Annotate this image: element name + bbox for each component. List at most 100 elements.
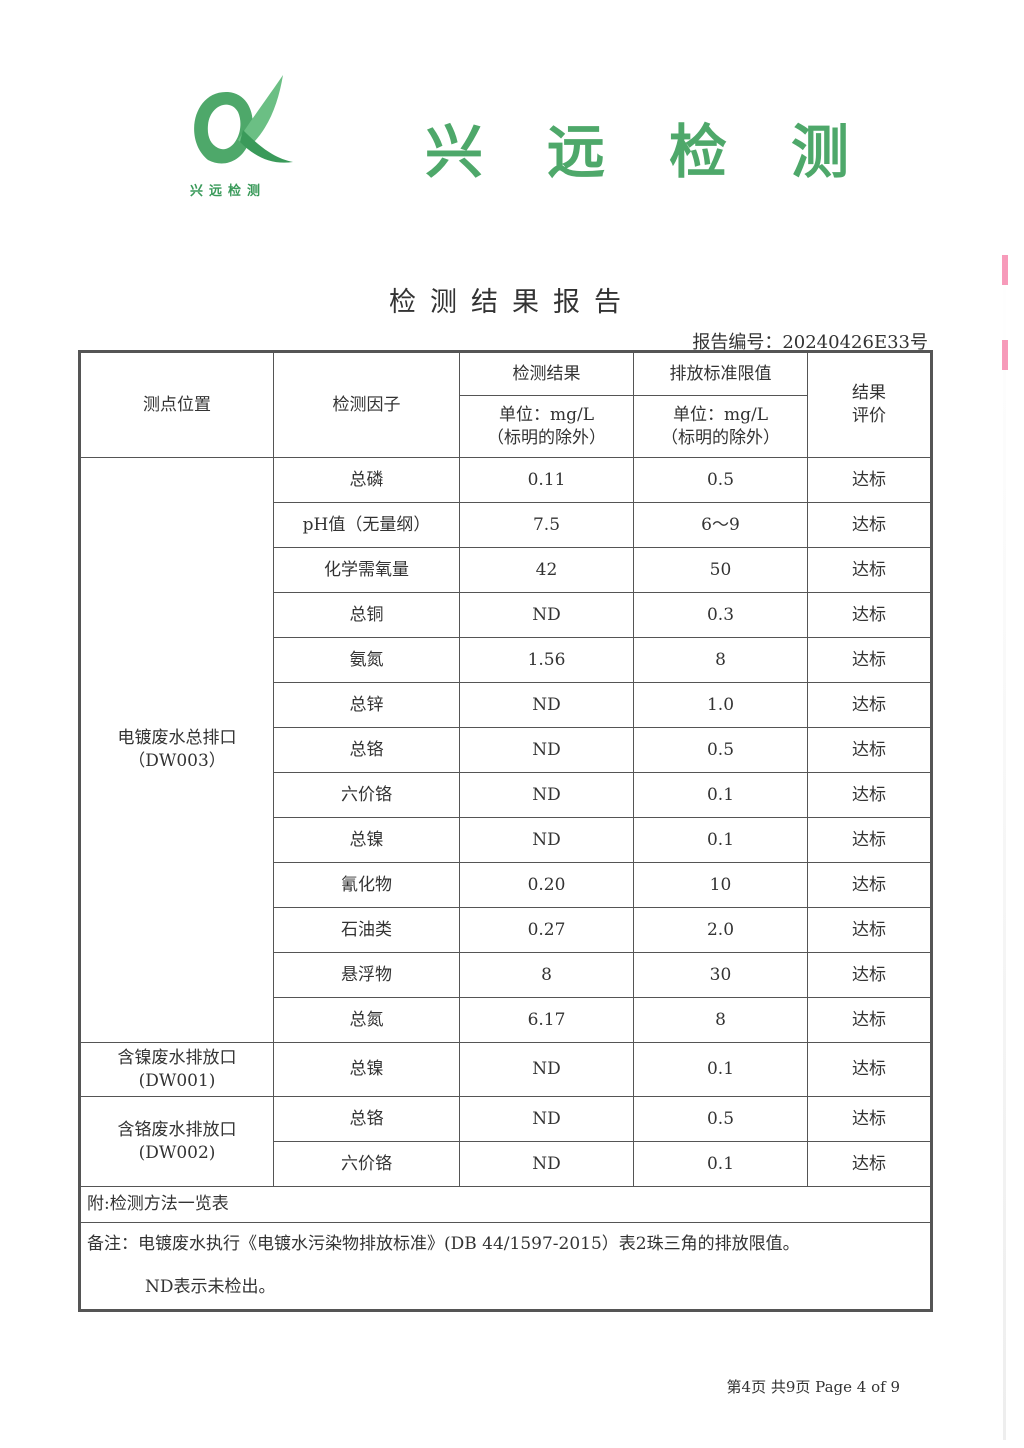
result-unit: 单位：mg/L	[498, 404, 595, 425]
header-factor: 检测因子	[273, 351, 460, 458]
table-row: 总锌 ND 1.0 达标	[80, 682, 932, 728]
factor-cell: 总锌	[273, 682, 460, 728]
limit-cell: 8	[633, 997, 808, 1043]
eval-cell: 达标	[807, 682, 932, 728]
table-row: 六价铬 ND 0.1 达标	[80, 1141, 932, 1187]
location-name: 含铬废水排放口	[117, 1119, 237, 1140]
company-logo	[188, 70, 298, 200]
limit-cell: 8	[633, 637, 808, 683]
table-row: 化学需氧量 42 50 达标	[80, 547, 932, 593]
header-result-unit: 单位：mg/L （标明的除外）	[459, 395, 634, 458]
location-code: (DW002)	[138, 1142, 216, 1163]
eval-cell: 达标	[807, 1042, 932, 1097]
table-row: 含铬废水排放口 (DW002) 总铬 ND 0.5 达标	[79, 1096, 932, 1187]
seal-edge-mark	[1002, 340, 1008, 370]
remark-line2: ND表示未检出。	[145, 1277, 276, 1297]
eval-cell: 达标	[807, 637, 932, 683]
remark-row: 备注：电镀废水执行《电镀水污染物排放标准》(DB 44/1597-2015）表2…	[79, 1222, 932, 1311]
remark-cell: 备注：电镀废水执行《电镀水污染物排放标准》(DB 44/1597-2015）表2…	[79, 1222, 932, 1311]
table-row: 氨氮 1.56 8 达标	[80, 637, 932, 683]
limit-cell: 0.5	[633, 727, 808, 773]
location-cell: 含铬废水排放口 (DW002)	[79, 1096, 274, 1187]
result-cell: ND	[459, 592, 634, 638]
factor-cell: pH值（无量纲）	[273, 502, 460, 548]
factor-cell: 总镍	[273, 817, 460, 863]
limit-cell: 0.5	[633, 457, 808, 503]
limit-cell: 0.1	[633, 1042, 808, 1097]
eval-cell: 达标	[807, 952, 932, 998]
report-number: 报告编号：20240426E33号	[692, 332, 928, 353]
scan-edge	[1003, 240, 1006, 1440]
result-cell: ND	[459, 682, 634, 728]
header-limit-unit: 单位：mg/L （标明的除外）	[633, 395, 808, 458]
limit-cell: 50	[633, 547, 808, 593]
eval-cell: 达标	[807, 1096, 932, 1142]
limit-cell: 0.1	[633, 817, 808, 863]
table-row: pH值（无量纲） 7.5 6～9 达标	[80, 502, 932, 548]
eval-cell: 达标	[807, 862, 932, 908]
factor-cell: 化学需氧量	[273, 547, 460, 593]
appendix-text: 附:检测方法一览表	[79, 1186, 932, 1223]
limit-cell: 0.3	[633, 592, 808, 638]
location-cell: 电镀废水总排口 （DW003）	[79, 457, 274, 1043]
result-cell: ND	[459, 1042, 634, 1097]
factor-cell: 悬浮物	[273, 952, 460, 998]
limit-cell: 2.0	[633, 907, 808, 953]
seal-edge-mark	[1002, 255, 1008, 285]
result-note: （标明的除外）	[487, 427, 606, 448]
location-code: (DW001)	[138, 1070, 216, 1091]
limit-unit: 单位：mg/L	[672, 404, 769, 425]
appendix-row: 附:检测方法一览表	[79, 1186, 932, 1223]
table-row: 含镍废水排放口 (DW001) 总镍 ND 0.1 达标	[79, 1042, 932, 1097]
remark-line1: 备注：电镀废水执行《电镀水污染物排放标准》(DB 44/1597-2015）表2…	[87, 1234, 800, 1255]
factor-cell: 总镍	[273, 1042, 460, 1097]
location-name: 含镍废水排放口	[117, 1047, 237, 1068]
result-cell: ND	[459, 1141, 634, 1187]
result-cell: 0.20	[459, 862, 634, 908]
limit-cell: 6～9	[633, 502, 808, 548]
limit-cell: 0.5	[633, 1096, 808, 1142]
factor-cell: 六价铬	[273, 1141, 460, 1187]
factor-cell: 氨氮	[273, 637, 460, 683]
table-row: 总镍 ND 0.1 达标	[80, 817, 932, 863]
location-cell: 含镍废水排放口 (DW001)	[79, 1042, 274, 1097]
factor-cell: 总氮	[273, 997, 460, 1043]
table-row: 总氮 6.17 8 达标	[80, 997, 932, 1043]
result-cell: 8	[459, 952, 634, 998]
page-title: 检测结果报告	[389, 287, 635, 318]
factor-cell: 总磷	[273, 457, 460, 503]
result-cell: 1.56	[459, 637, 634, 683]
result-cell: ND	[459, 727, 634, 773]
limit-cell: 30	[633, 952, 808, 998]
location-code: （DW003）	[128, 751, 226, 771]
eval-cell: 达标	[807, 1141, 932, 1187]
table-row: 电镀废水总排口 （DW003） 总磷 0.11 0.5 达标	[79, 457, 932, 1043]
eval-cell: 达标	[807, 727, 932, 773]
page-footer: 第4页 共9页 Page 4 of 9	[726, 1378, 900, 1396]
factor-cell: 氰化物	[273, 862, 460, 908]
limit-cell: 0.1	[633, 772, 808, 818]
header-result: 检测结果	[459, 351, 634, 396]
result-cell: ND	[459, 1096, 634, 1142]
table-row: 总铬 ND 0.5 达标	[80, 727, 932, 773]
factor-cell: 六价铬	[273, 772, 460, 818]
eval-cell: 达标	[807, 547, 932, 593]
factor-cell: 总铬	[273, 727, 460, 773]
eval-cell: 达标	[807, 592, 932, 638]
eval-cell: 达标	[807, 457, 932, 503]
eval-cell: 达标	[807, 502, 932, 548]
result-cell: 7.5	[459, 502, 634, 548]
result-cell: 0.11	[459, 457, 634, 503]
result-cell: 6.17	[459, 997, 634, 1043]
table-row: 悬浮物 8 30 达标	[80, 952, 932, 998]
table-row: 氰化物 0.20 10 达标	[80, 862, 932, 908]
header-evaluation: 结果 评价	[807, 351, 932, 458]
limit-cell: 10	[633, 862, 808, 908]
result-cell: 0.27	[459, 907, 634, 953]
header-evaluation-line1: 结果	[852, 383, 886, 404]
limit-cell: 0.1	[633, 1141, 808, 1187]
eval-cell: 达标	[807, 772, 932, 818]
result-cell: ND	[459, 772, 634, 818]
location-name: 电镀废水总排口	[117, 728, 237, 749]
eval-cell: 达标	[807, 907, 932, 953]
